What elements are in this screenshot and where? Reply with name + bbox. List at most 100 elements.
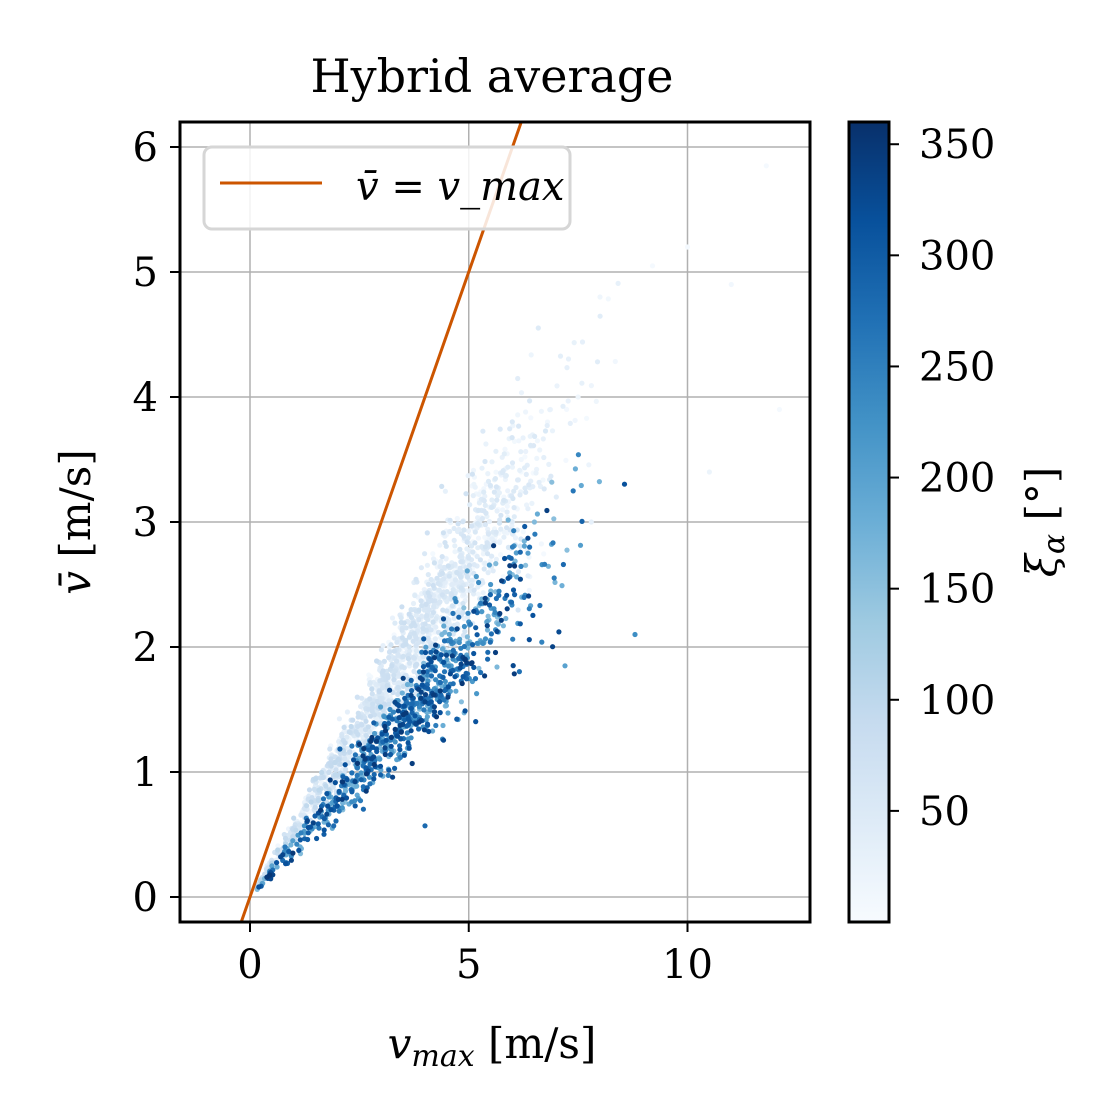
scatter-point xyxy=(327,777,333,783)
scatter-point xyxy=(480,551,486,557)
scatter-point xyxy=(431,692,437,698)
scatter-point xyxy=(404,730,410,736)
scatter-point xyxy=(442,488,448,494)
scatter-point xyxy=(422,823,428,829)
scatter-point xyxy=(428,643,434,650)
scatter-point xyxy=(776,406,783,413)
scatter-point xyxy=(511,505,517,511)
scatter-point xyxy=(363,718,369,724)
scatter-point xyxy=(301,823,307,829)
scatter-point xyxy=(360,806,366,812)
scatter-point xyxy=(460,519,466,525)
scatter-point xyxy=(413,648,419,654)
scatter-point xyxy=(562,663,568,669)
scatter-point xyxy=(522,454,528,460)
colorbar-tick-label: 250 xyxy=(919,344,995,390)
scatter-point xyxy=(339,733,345,739)
scatter-point xyxy=(481,498,487,504)
scatter-point xyxy=(331,823,337,829)
scatter-point xyxy=(523,471,529,477)
scatter-point xyxy=(327,746,333,752)
scatter-point xyxy=(388,734,394,741)
scatter-point xyxy=(437,699,443,705)
scatter-point xyxy=(431,560,437,566)
scatter-point xyxy=(550,644,556,650)
scatter-point xyxy=(290,838,296,844)
scatter-point xyxy=(386,720,392,727)
scatter-point xyxy=(551,575,557,581)
scatter-point xyxy=(444,589,450,595)
scatter-point xyxy=(563,457,569,463)
scatter-point xyxy=(449,626,455,632)
scatter-point xyxy=(420,654,426,660)
scatter-point xyxy=(339,796,345,802)
scatter-point xyxy=(553,494,559,500)
scatter-point xyxy=(452,543,458,549)
scatter-point xyxy=(440,607,446,613)
scatter-point xyxy=(575,394,581,400)
scatter-point xyxy=(547,407,553,413)
scatter-point xyxy=(446,573,452,579)
scatter-point xyxy=(428,627,434,633)
scatter-point xyxy=(498,526,504,532)
scatter-point xyxy=(467,587,473,594)
scatter-point xyxy=(481,489,487,495)
scatter-point xyxy=(297,822,303,828)
scatter-point xyxy=(559,583,565,589)
scatter-point xyxy=(392,739,398,745)
scatter-point xyxy=(473,573,479,580)
scatter-point xyxy=(315,821,321,827)
scatter-point xyxy=(308,799,314,805)
scatter-point xyxy=(471,650,477,657)
colorbar-tick-label: 200 xyxy=(919,456,995,502)
scatter-point xyxy=(376,689,382,695)
scatter-point xyxy=(487,592,493,598)
scatter-point xyxy=(479,465,485,471)
scatter-point xyxy=(332,772,338,778)
scatter-point xyxy=(377,763,384,769)
scatter-point xyxy=(523,409,529,415)
scatter-point xyxy=(492,476,498,482)
scatter-point xyxy=(423,601,429,608)
scatter-point xyxy=(515,477,521,483)
scatter-point xyxy=(462,656,468,663)
scatter-point xyxy=(363,732,369,739)
scatter-point xyxy=(401,752,407,758)
scatter-point xyxy=(460,674,466,680)
scatter-point xyxy=(554,383,560,389)
scatter-point xyxy=(482,636,489,642)
scatter-point xyxy=(342,788,349,794)
scatter-point xyxy=(454,569,460,576)
scatter-point xyxy=(485,649,491,655)
scatter-point xyxy=(395,708,401,714)
scatter-point xyxy=(395,651,401,657)
scatter-point xyxy=(408,607,414,613)
scatter-point xyxy=(453,688,459,694)
scatter-point xyxy=(391,635,397,641)
scatter-point xyxy=(509,544,516,550)
scatter-point xyxy=(315,797,321,804)
scatter-point xyxy=(400,653,406,660)
scatter-point xyxy=(356,741,363,747)
scatter-point xyxy=(411,630,417,636)
y-tick-label: 4 xyxy=(133,375,158,421)
scatter-point xyxy=(412,713,418,719)
scatter-point xyxy=(349,743,355,749)
scatter-point xyxy=(518,563,524,570)
scatter-point xyxy=(502,555,508,562)
scatter-point xyxy=(464,634,470,640)
scatter-point xyxy=(513,550,519,556)
scatter-point xyxy=(402,695,408,701)
scatter-point xyxy=(367,696,373,702)
scatter-point xyxy=(437,563,443,570)
scatter-point xyxy=(472,540,478,546)
scatter-point xyxy=(404,681,411,688)
scatter-point xyxy=(509,464,515,470)
scatter-point xyxy=(413,576,419,582)
scatter-point xyxy=(518,456,524,463)
scatter-point xyxy=(286,848,292,854)
scatter-point xyxy=(481,566,487,572)
scatter-point xyxy=(477,600,484,606)
scatter-point xyxy=(578,482,584,489)
scatter-point xyxy=(464,539,470,545)
